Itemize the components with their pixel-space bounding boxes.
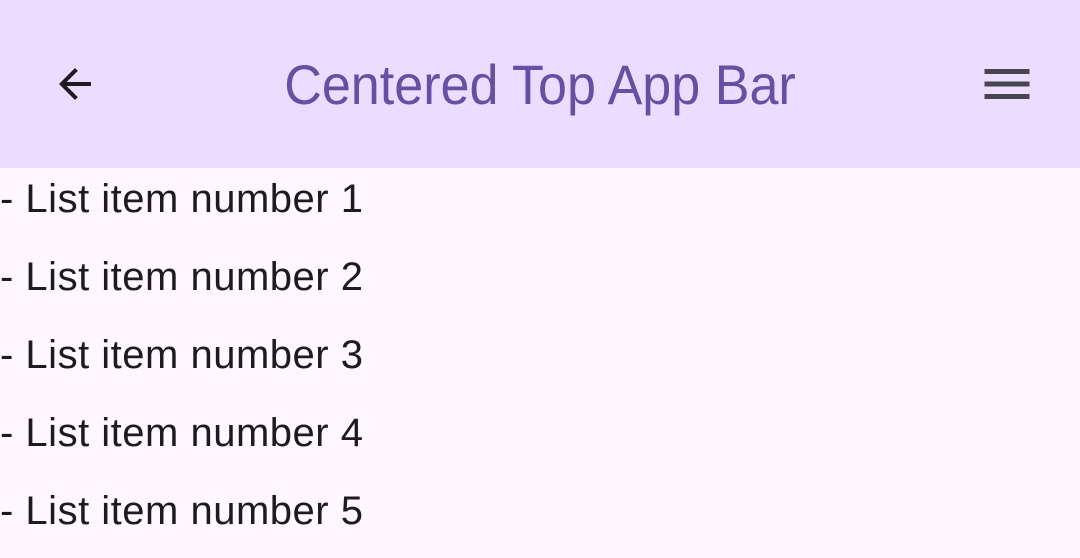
back-button[interactable] — [45, 54, 105, 114]
menu-icon — [984, 69, 1030, 99]
list-item: - List item number 3 — [0, 333, 364, 377]
item-list: - List item number 1 - List item number … — [0, 168, 363, 558]
menu-button[interactable] — [977, 54, 1037, 114]
list-item: - List item number 2 — [0, 255, 364, 299]
list-item: - List item number 4 — [0, 411, 364, 455]
list-item: - List item number 5 — [0, 489, 364, 533]
app-bar-title: Centered Top App Bar — [284, 53, 796, 116]
top-app-bar: Centered Top App Bar — [0, 0, 1080, 168]
list-item: - List item number 1 — [0, 177, 364, 221]
arrow-back-icon — [59, 68, 91, 100]
